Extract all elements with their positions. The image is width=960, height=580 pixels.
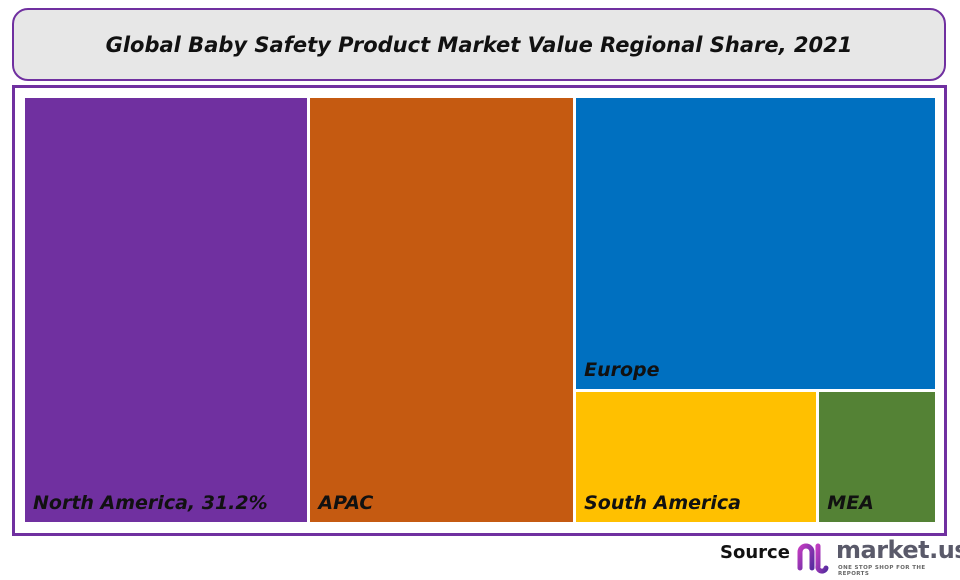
treemap-label: North America, 31.2% — [33, 492, 268, 514]
market-us-logo: market.us ONE STOP SHOP FOR THE REPORTS — [796, 536, 960, 577]
title-box: Global Baby Safety Product Market Value … — [12, 8, 946, 81]
treemap-label: South America — [584, 491, 741, 514]
treemap-cell-apac: APAC — [310, 98, 574, 522]
treemap-cell-mea: MEA — [819, 391, 935, 522]
logo-mark-icon — [797, 541, 832, 574]
treemap-label: Europe — [584, 358, 660, 381]
chart-title: Global Baby Safety Product Market Value … — [105, 32, 853, 57]
treemap-cell-europe: Europe — [576, 98, 935, 389]
treemap-plot: North America, 31.2% APAC Europe South Amer… — [25, 98, 935, 522]
treemap-cell-south-america: South America — [576, 391, 817, 522]
logo-tagline: ONE STOP SHOP FOR THE REPORTS — [838, 565, 926, 577]
treemap-label: MEA — [827, 491, 874, 514]
treemap-label: APAC — [318, 492, 374, 514]
logo-text: market.us — [836, 536, 960, 564]
source-label: Source — [720, 542, 790, 563]
treemap-cell-north-america: North America, 31.2% — [25, 98, 308, 522]
chart-frame — [12, 85, 947, 536]
